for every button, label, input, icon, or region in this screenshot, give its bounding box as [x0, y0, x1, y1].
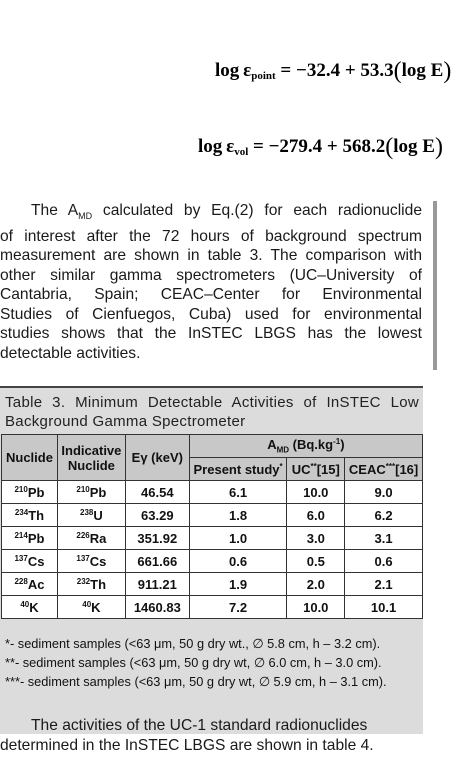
cell-present: 1.9 — [188, 572, 288, 596]
para1-line-5: Cantabria, Spain; CEAC–Center for Enviro… — [0, 286, 422, 304]
para1-line-8: detectable activities. — [0, 344, 141, 362]
caption-line-2: Background Gamma Spectrometer — [5, 413, 246, 430]
eq2-rhs: = −279.4 + 568.2 — [253, 136, 386, 157]
cell-present: 1.8 — [188, 503, 288, 527]
cell-indicative: 210Pb — [56, 480, 126, 504]
eq1-argument: log E — [401, 60, 444, 81]
para1-line-7: studies shows that the InSTEC LBGS has t… — [0, 325, 422, 343]
cell-nuclide: 210Pb — [1, 480, 58, 504]
table-row: 137Cs 137Cs 661.66 0.6 0.5 0.6 — [1, 549, 423, 573]
header-ceac: CEAC***[16] — [344, 457, 423, 481]
cell-indicative: 137Cs — [56, 549, 126, 573]
paragraph-amd-results: The AMD calculated by Eq.(2) for each ra… — [0, 201, 422, 363]
table-row: 214Pb 226Ra 351.92 1.0 3.0 3.1 — [1, 526, 423, 550]
cell-ceac: 10.1 — [344, 595, 423, 619]
cell-energy: 351.92 — [124, 526, 190, 550]
cell-uc: 0.5 — [286, 549, 346, 573]
margin-bar — [433, 201, 437, 370]
header-uc: UC**[15] — [286, 457, 346, 481]
header-amd: AMD (Bq.kg-1) — [188, 434, 424, 458]
table-caption: Table 3. Minimum Detectable Activities o… — [0, 388, 423, 431]
cell-nuclide: 214Pb — [1, 526, 58, 550]
eq2-log: log — [198, 136, 223, 157]
eq2-argument: log E — [393, 136, 435, 157]
cell-ceac: 6.2 — [344, 503, 423, 527]
cell-energy: 911.21 — [124, 572, 190, 596]
para1-line-1: The AMD calculated by Eq.(2) for each ra… — [31, 202, 422, 222]
caption-line-1: Table 3. Minimum Detectable Activities o… — [5, 394, 419, 411]
eq1-rhs: = −32.4 + 53.3 — [280, 60, 394, 81]
cell-uc: 6.0 — [286, 503, 346, 527]
cell-uc: 10.0 — [286, 595, 346, 619]
cell-present: 6.1 — [188, 480, 288, 504]
footnote-1: *- sediment samples (<63 μm, 50 g dry wt… — [5, 636, 381, 651]
cell-ceac: 0.6 — [344, 549, 423, 573]
cell-nuclide: 228Ac — [1, 572, 58, 596]
cell-nuclide: 234Th — [1, 503, 58, 527]
para2-line-2: determined in the InSTEC LBGS are shown … — [0, 736, 374, 754]
table-row: 40K 40K 1460.83 7.2 10.0 10.1 — [1, 595, 423, 619]
table-row: 234Th 238U 63.29 1.8 6.0 6.2 — [1, 503, 423, 527]
cell-uc: 3.0 — [286, 526, 346, 550]
cell-indicative: 232Th — [56, 572, 126, 596]
cell-present: 7.2 — [188, 595, 288, 619]
equation-volume-efficiency: log εvol = −279.4 + 568.2(log E) — [198, 134, 443, 160]
cell-uc: 10.0 — [286, 480, 346, 504]
para2-line-1: The activities of the UC-1 standard radi… — [31, 717, 368, 734]
cell-present: 1.0 — [188, 526, 288, 550]
para1-line-6: Studies of Cienfuegos, Cuba) used for en… — [0, 305, 422, 323]
cell-ceac: 3.1 — [344, 526, 423, 550]
cell-present: 0.6 — [188, 549, 288, 573]
table-3-block: Table 3. Minimum Detectable Activities o… — [0, 386, 424, 734]
footnote-2: **- sediment samples (<63 μm, 50 g dry w… — [5, 655, 382, 670]
para1-line-4: other similar gamma spectrometers (UC–Un… — [0, 266, 422, 284]
table-row: 210Pb 210Pb 46.54 6.1 10.0 9.0 — [1, 480, 423, 504]
paragraph-uc1-activities: The activities of the UC-1 standard radi… — [0, 716, 424, 755]
eq2-subscript: vol — [234, 146, 249, 158]
mda-table: Nuclide Indicative Nuclide Eγ (keV) AMD (… — [1, 434, 424, 619]
cell-ceac: 2.1 — [344, 572, 423, 596]
cell-ceac: 9.0 — [344, 480, 423, 504]
cell-energy: 63.29 — [124, 503, 190, 527]
para1-line-2: of interest after the 72 hours of backgr… — [0, 227, 422, 245]
cell-uc: 2.0 — [286, 572, 346, 596]
table-row: 228Ac 232Th 911.21 1.9 2.0 2.1 — [1, 572, 423, 596]
cell-indicative: 226Ra — [56, 526, 126, 550]
cell-energy: 1460.83 — [124, 595, 190, 619]
header-present-study: Present study* — [188, 457, 288, 481]
cell-indicative: 40K — [56, 595, 126, 619]
cell-energy: 46.54 — [124, 480, 190, 504]
header-nuclide: Nuclide — [1, 434, 58, 481]
header-energy: Eγ (keV) — [124, 434, 190, 481]
para1-line-3: measurement are shown in table 3. The co… — [0, 247, 422, 265]
cell-energy: 661.66 — [124, 549, 190, 573]
cell-indicative: 238U — [56, 503, 126, 527]
equation-point-efficiency: log εpoint = −32.4 + 53.3(log E) — [215, 58, 452, 84]
eq1-subscript: point — [251, 70, 276, 82]
footnote-3: ***- sediment samples (<63 μm, 50 g dry … — [5, 674, 387, 689]
eq1-log: log — [215, 60, 240, 81]
header-indicative-nuclide: Indicative Nuclide — [56, 434, 126, 481]
cell-nuclide: 40K — [1, 595, 58, 619]
cell-nuclide: 137Cs — [1, 549, 58, 573]
